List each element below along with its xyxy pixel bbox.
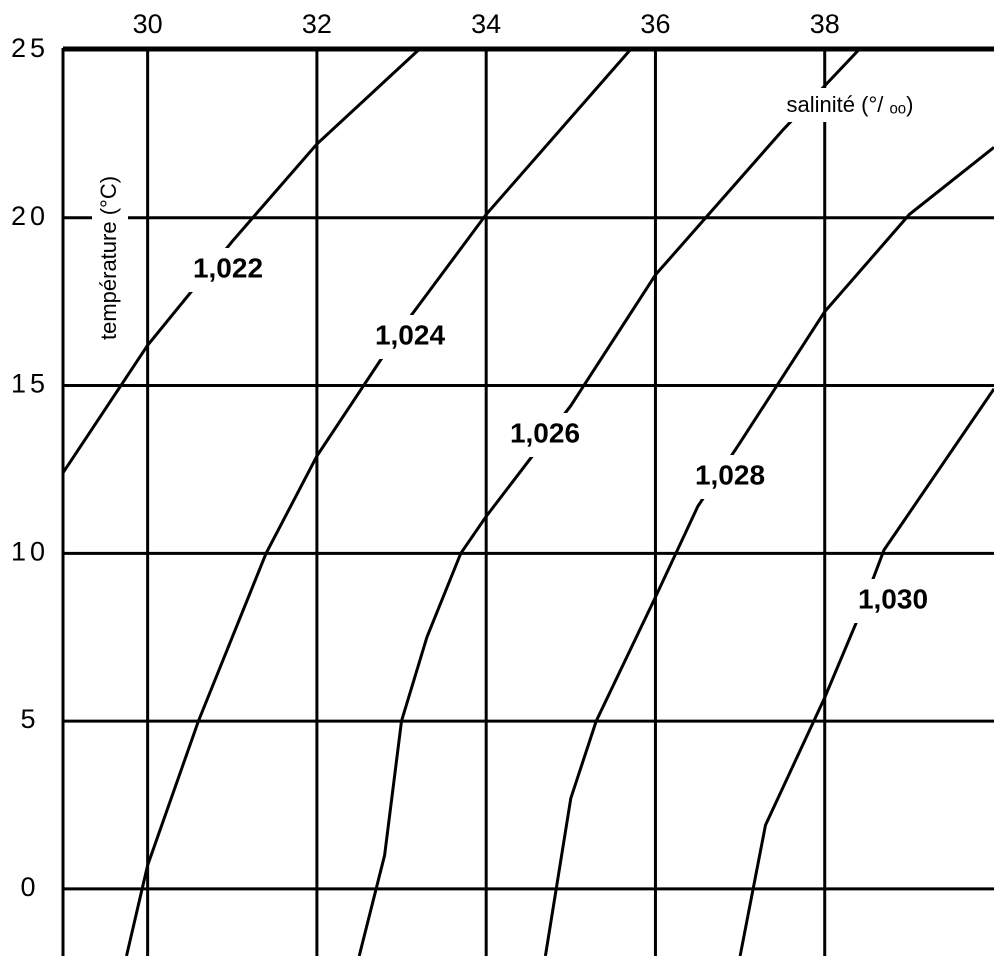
x-axis-label: salinité (°/ ₒₒ) (787, 92, 914, 117)
curves (61, 48, 994, 957)
y-tick-label: 25 (11, 33, 49, 63)
curve-label: 1,026 (510, 417, 580, 448)
y-tick-label: 15 (11, 369, 49, 399)
y-tick-label: 10 (11, 536, 49, 566)
y-tick-label: 20 (11, 201, 49, 231)
isopycnal (357, 48, 860, 957)
x-tick-label: 36 (640, 9, 670, 39)
labels: 1,022 1,024 1,026 1,028 1,030 (180, 248, 941, 623)
x-tick-label: 38 (810, 9, 840, 39)
x-tick-label: 32 (302, 9, 332, 39)
curve-label: 1,028 (695, 459, 765, 490)
label-mask (92, 160, 128, 356)
isopycnal (738, 388, 994, 957)
y-tick-label: 0 (20, 872, 39, 902)
label-mask (728, 88, 964, 122)
curve-label: 1,024 (375, 319, 445, 350)
isopycnal (125, 49, 632, 957)
isopycnal (61, 48, 420, 474)
label-mask (845, 579, 941, 623)
x-tick-label: 34 (471, 9, 501, 39)
label-mask (362, 315, 458, 359)
label-mask (682, 455, 778, 499)
label-mask (180, 248, 276, 292)
x-tick-label: 30 (133, 9, 163, 39)
curve-label: 1,022 (193, 252, 263, 283)
curve-label: 1,030 (858, 583, 928, 614)
grid (63, 48, 994, 956)
isopycnal (543, 146, 994, 957)
label-mask (497, 413, 593, 457)
y-axis-label: température (°C) (96, 176, 121, 340)
y-tick-label: 5 (20, 704, 39, 734)
